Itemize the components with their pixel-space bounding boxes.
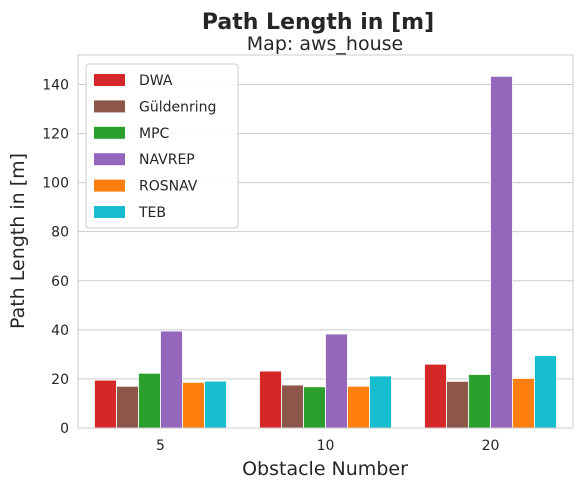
legend-swatch: [94, 74, 125, 86]
bar-dwa-10: [259, 370, 282, 429]
legend-swatch: [94, 100, 125, 113]
bar-dwa-5: [94, 379, 117, 429]
chart-subtitle: Map: aws_house: [247, 33, 403, 55]
y-tick-labels: 0 20 40 60 80 100 120 140: [42, 77, 69, 437]
bar-mpc-20: [468, 374, 491, 429]
bar-navrep-5: [160, 330, 183, 429]
legend-label: TEB: [138, 205, 166, 221]
bar-navrep-20: [490, 75, 513, 429]
legend-label: DWA: [139, 73, 173, 89]
y-tick-label: 20: [51, 372, 69, 388]
x-tick-label: 20: [482, 438, 500, 454]
bar-güldenring-20: [446, 380, 469, 429]
bar-rosnav-10: [347, 385, 370, 429]
legend-label: ROSNAV: [139, 179, 198, 195]
y-axis-label: Path Length in [m]: [7, 153, 29, 329]
y-tick-label: 120: [42, 127, 69, 143]
bar-mpc-10: [303, 386, 326, 429]
x-axis-label: Obstacle Number: [242, 458, 408, 480]
y-tick-label: 40: [51, 323, 69, 339]
legend-label: Güldenring: [139, 99, 216, 115]
x-tick-label: 10: [317, 438, 335, 454]
legend: DWA Güldenring MPC NAVREP ROSNAV TEB: [85, 63, 239, 229]
legend-label: NAVREP: [139, 152, 195, 168]
bar-güldenring-5: [116, 385, 139, 429]
y-tick-label: 80: [51, 225, 69, 241]
legend-label: MPC: [139, 126, 170, 142]
y-tick-label: 140: [42, 77, 69, 93]
legend-swatch: [94, 153, 125, 166]
bar-rosnav-5: [182, 381, 205, 429]
bar-teb-5: [204, 380, 227, 429]
bar-mpc-5: [138, 372, 161, 429]
x-tick-labels: 5 10 20: [156, 438, 499, 454]
bar-rosnav-20: [512, 378, 535, 429]
bar-teb-10: [369, 375, 392, 429]
y-tick-label: 0: [60, 421, 69, 437]
x-tick-label: 5: [156, 438, 165, 454]
y-tick-label: 60: [51, 274, 69, 290]
bar-güldenring-10: [281, 384, 304, 429]
chart-title: Path Length in [m]: [202, 10, 434, 35]
legend-swatch: [94, 206, 125, 218]
y-tick-label: 100: [42, 176, 69, 192]
bar-navrep-10: [325, 333, 348, 429]
bar-teb-20: [534, 355, 557, 429]
bar-dwa-20: [424, 363, 447, 429]
plot-frame: [77, 54, 574, 429]
legend-swatch: [94, 126, 125, 139]
legend-swatch: [94, 179, 125, 192]
